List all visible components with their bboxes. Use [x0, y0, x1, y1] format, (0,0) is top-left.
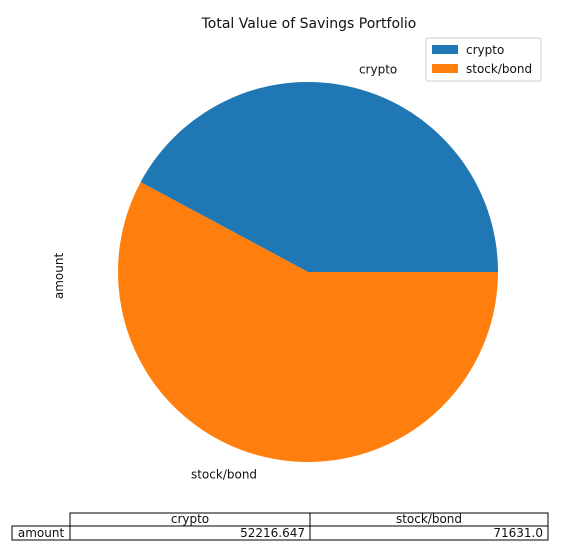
pie-slice-stock-bond — [118, 182, 499, 463]
table-header-crypto: crypto — [171, 512, 209, 526]
pie-label-stock-bond: stock/bond — [191, 468, 257, 482]
pie-slices — [118, 81, 499, 463]
pie-slice-crypto — [140, 81, 498, 272]
table-value-crypto: 52216.647 — [240, 526, 305, 540]
legend-swatch-crypto — [432, 45, 458, 54]
table-value-stock-bond-cell — [309, 525, 549, 541]
legend-label-stock-bond: stock/bond — [466, 62, 532, 76]
legend-label-crypto: crypto — [466, 43, 504, 57]
legend: crypto stock/bond — [425, 37, 542, 82]
table-row-label: amount — [18, 526, 65, 540]
pie-label-crypto: crypto — [359, 62, 397, 76]
data-table: crypto stock/bond amount 52216.647 71631… — [11, 512, 549, 541]
y-axis-label: amount — [52, 253, 66, 300]
table-value-stock-bond: 71631.0 — [493, 526, 543, 540]
chart-title: Total Value of Savings Portfolio — [201, 16, 417, 32]
legend-swatch-stock-bond — [432, 64, 458, 73]
pie-slice-labels: crypto stock/bond — [191, 62, 397, 481]
table-header-stock-bond: stock/bond — [396, 512, 462, 526]
